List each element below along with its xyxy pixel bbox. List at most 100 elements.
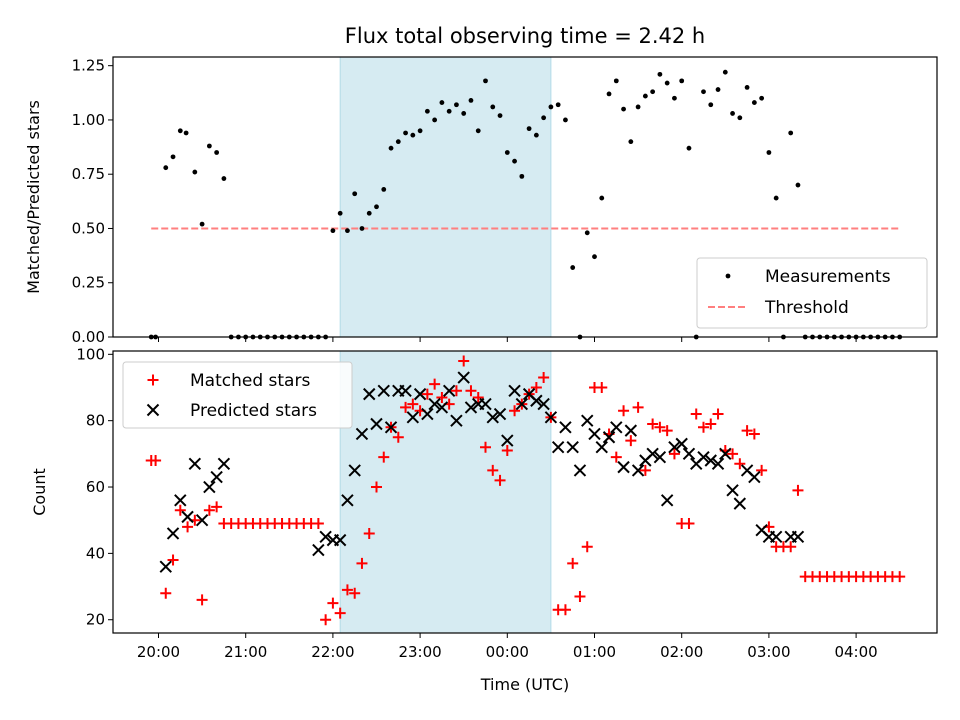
matched-stars-point <box>147 374 159 386</box>
measurement-point <box>599 195 605 201</box>
matched-stars-point <box>400 401 412 413</box>
predicted-stars-point <box>631 464 645 477</box>
predicted-stars-point <box>624 424 638 437</box>
predicted-stars-point <box>617 460 630 474</box>
measurement-point <box>584 230 590 236</box>
measurement-point <box>635 104 641 110</box>
measurement-point <box>454 102 459 108</box>
ratio-panel: 0.00 0.25 0.50 0.75 1.00 1.25 Matched/Predict… <box>24 56 938 346</box>
predicted-stars-point <box>450 414 463 427</box>
predicted-stars-point <box>675 437 688 451</box>
measurement-point <box>352 191 358 197</box>
bottom-y-ticks: 20 40 60 80 100 <box>76 345 113 629</box>
predicted-stars-point <box>769 530 783 543</box>
measurement-point <box>766 150 772 155</box>
predicted-stars-point <box>682 447 696 461</box>
measurement-point <box>366 210 372 216</box>
predicted-stars-point <box>435 401 449 414</box>
measurement-point <box>214 150 220 155</box>
measurement-point <box>512 158 517 164</box>
matched-stars-point <box>450 385 462 397</box>
bottom-x-tick-label: 01:00 <box>573 643 616 661</box>
predicted-stars-point <box>726 484 739 497</box>
predicted-stars-point <box>501 434 514 447</box>
predicted-stars-point <box>384 421 398 434</box>
x-axis-title: Time (UTC) <box>480 675 569 694</box>
measurement-point <box>708 102 714 108</box>
measurement-point <box>606 91 612 97</box>
predicted-stars-point <box>588 427 601 441</box>
measurement-point <box>475 128 481 134</box>
matched-stars-point <box>436 391 448 403</box>
measurement-point <box>555 102 561 108</box>
count-panel: 20 40 60 80 100 20:00 21:00 22:00 23:00 00:00 01:… <box>30 345 938 694</box>
measurement-point <box>163 165 169 171</box>
measurement-point <box>664 80 670 86</box>
matched-stars-point <box>203 504 215 516</box>
measurement-point <box>686 145 692 151</box>
matched-stars-point <box>487 464 499 476</box>
top-y-axis-title: Matched/Predicted stars <box>24 100 43 294</box>
measurement-point <box>468 98 474 103</box>
measurement-point <box>563 117 568 123</box>
matched-stars-point <box>501 445 513 457</box>
predicted-stars-point <box>210 470 223 484</box>
top-legend: Measurements Threshold <box>696 257 928 329</box>
measurement-point <box>403 130 408 136</box>
top-series <box>148 69 903 340</box>
predicted-stars-point <box>333 533 347 547</box>
matched-stars-point <box>327 597 339 609</box>
predicted-stars-point <box>428 397 441 411</box>
matched-stars-point <box>690 408 702 420</box>
predicted-stars-point <box>486 411 499 424</box>
predicted-stars-point <box>399 384 412 398</box>
matched-stars-point <box>654 421 666 433</box>
measurement-point <box>221 176 227 181</box>
predicted-stars-point <box>195 513 209 527</box>
predicted-stars-point <box>348 464 361 477</box>
matched-stars-point <box>371 481 382 493</box>
predicted-stars-point <box>464 401 478 414</box>
predicted-stars-point <box>377 384 390 398</box>
matched-stars-point <box>567 557 579 569</box>
measurement-point <box>795 182 801 188</box>
bottom-legend-box <box>122 361 353 429</box>
measurement-point <box>374 204 379 210</box>
matched-stars-point <box>894 571 906 583</box>
top-y-ticks: 0.00 0.25 0.50 0.75 1.00 1.25 <box>72 57 113 346</box>
predicted-stars-point <box>660 494 674 507</box>
top-axes-frame <box>112 56 938 338</box>
measurement-point <box>199 221 205 227</box>
measurement-point <box>483 78 488 84</box>
predicted-stars-point <box>748 470 761 484</box>
top-y-tick-label: 0.25 <box>72 274 105 292</box>
legend-label-threshold: Threshold <box>764 298 849 318</box>
predicted-stars-point <box>559 421 572 434</box>
predicted-stars-point <box>413 387 427 401</box>
matched-stars-point <box>661 425 673 437</box>
measurement-point <box>788 130 794 136</box>
bottom-y-tick-label: 100 <box>76 345 105 363</box>
measurement-point <box>359 226 365 231</box>
matched-stars-point <box>668 448 680 460</box>
bottom-y-axis-title: Count <box>30 468 49 516</box>
matched-stars-point <box>705 418 717 430</box>
top-y-tick-label: 0.75 <box>72 165 105 183</box>
top-legend-box <box>696 257 928 329</box>
matched-stars-point <box>632 401 644 413</box>
measurement-point <box>417 128 423 134</box>
bottom-legend: Matched stars Predicted stars <box>122 361 353 429</box>
predicted-stars-point <box>188 457 202 471</box>
measurement-point <box>722 69 728 75</box>
predicted-stars-point <box>493 407 507 421</box>
matched-stars-point <box>211 501 223 513</box>
matched-stars-point <box>480 441 491 453</box>
measurement-point <box>330 228 336 234</box>
predicted-stars-point <box>551 441 565 454</box>
bottom-x-tick-label: 02:00 <box>660 643 703 661</box>
measurement-point <box>541 115 547 121</box>
measurement-point <box>613 78 619 84</box>
matched-stars-point <box>712 408 724 420</box>
predicted-stars-point <box>421 407 434 421</box>
